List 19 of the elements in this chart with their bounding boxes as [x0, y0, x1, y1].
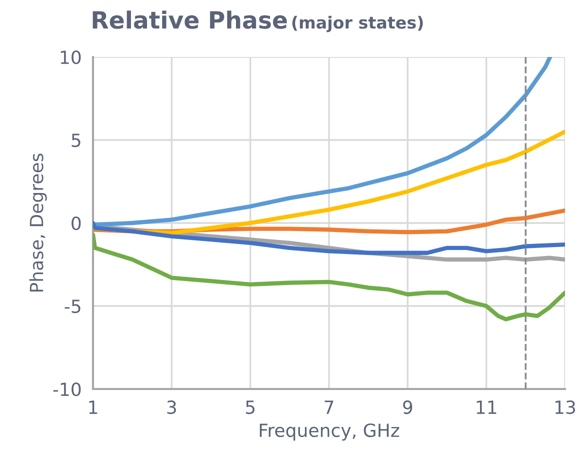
y-tick-label: 5	[72, 134, 80, 148]
y-tick-label: 10	[60, 50, 81, 64]
x-tick-label: 11	[476, 400, 496, 414]
x-axis-title: Frequency, GHz	[260, 423, 400, 441]
line-series	[93, 57, 552, 227]
y-axis-title: Phase, Degrees	[29, 154, 47, 292]
x-tick-label: 3	[167, 400, 176, 414]
chart-subtitle: (major states)	[292, 16, 423, 32]
line-series	[93, 220, 565, 255]
line-series	[93, 232, 565, 322]
x-tick-label: 7	[324, 400, 334, 414]
y-tick-label: -10	[53, 382, 81, 396]
x-tick-label: 13	[555, 400, 576, 414]
x-tick-label: 1	[89, 400, 98, 414]
x-tick-label: 5	[246, 400, 254, 414]
chart-title: Relative Phase	[92, 10, 287, 29]
y-tick-label: 0	[72, 216, 81, 230]
y-tick-label: -5	[64, 300, 80, 314]
x-tick-label: 9	[403, 400, 412, 414]
